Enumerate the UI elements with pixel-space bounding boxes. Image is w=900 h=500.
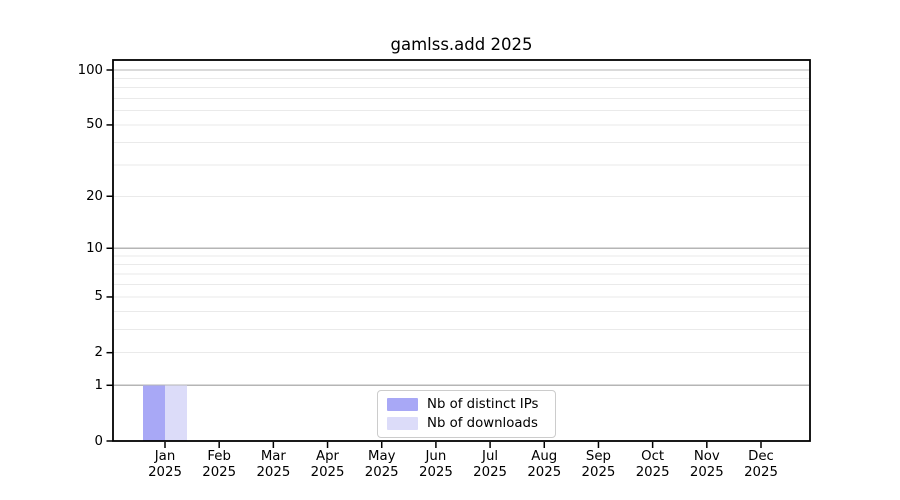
y-tick-label: 50 bbox=[86, 117, 103, 133]
x-tick-month: Nov bbox=[693, 449, 720, 464]
x-tick-month: Sep bbox=[585, 449, 611, 464]
x-tick-month: May bbox=[367, 449, 396, 464]
x-tick-year: 2025 bbox=[689, 465, 724, 480]
x-tick-year: 2025 bbox=[473, 465, 507, 480]
x-tick-month: Jul bbox=[482, 449, 499, 464]
x-tick-year: 2025 bbox=[527, 465, 562, 480]
y-tick-label: 20 bbox=[86, 188, 103, 204]
x-tick-month: Oct bbox=[641, 449, 665, 464]
x-tick-label: Jul 2025 bbox=[459, 449, 521, 481]
x-tick-year: 2025 bbox=[418, 465, 453, 480]
x-tick-label: Feb 2025 bbox=[188, 449, 250, 481]
x-tick-year: 2025 bbox=[256, 465, 291, 480]
legend-entry-distinct-ips: Nb of distinct IPs bbox=[387, 397, 546, 412]
y-tick-label: 0 bbox=[94, 433, 103, 449]
x-tick-month: Mar bbox=[260, 449, 286, 464]
x-tick-label: Mar 2025 bbox=[242, 449, 304, 481]
x-tick-month: Dec bbox=[748, 449, 774, 464]
x-tick-year: 2025 bbox=[202, 465, 237, 480]
y-tick-label: 1 bbox=[94, 377, 103, 393]
plot-border bbox=[112, 59, 811, 442]
y-tick-label: 100 bbox=[77, 62, 103, 78]
legend-entry-downloads: Nb of downloads bbox=[387, 416, 546, 431]
legend-swatch-downloads bbox=[387, 417, 418, 430]
legend-label-distinct-ips: Nb of distinct IPs bbox=[427, 397, 539, 412]
legend-label-downloads: Nb of downloads bbox=[427, 416, 538, 431]
y-tick-label: 2 bbox=[94, 345, 103, 361]
bar-downloads-jan bbox=[165, 385, 187, 441]
x-tick-year: 2025 bbox=[744, 465, 778, 480]
x-tick-label: Jan 2025 bbox=[134, 449, 196, 481]
chart-title: gamlss.add 2025 bbox=[390, 35, 533, 54]
x-tick-month: Aug bbox=[531, 449, 558, 464]
bar-distinct-ips-jan bbox=[143, 385, 165, 441]
x-tick-year: 2025 bbox=[581, 465, 616, 480]
x-tick-month: Jun bbox=[425, 449, 447, 464]
legend: Nb of distinct IPs Nb of downloads bbox=[377, 390, 556, 438]
x-tick-year: 2025 bbox=[635, 465, 670, 480]
x-tick-label: Aug 2025 bbox=[513, 449, 575, 481]
x-tick-label: Jun 2025 bbox=[405, 449, 467, 481]
x-tick-year: 2025 bbox=[310, 465, 345, 480]
x-tick-month: Apr bbox=[316, 449, 340, 464]
y-tick-label: 5 bbox=[94, 289, 103, 305]
x-tick-label: Oct 2025 bbox=[622, 449, 684, 481]
x-tick-label: Nov 2025 bbox=[676, 449, 738, 481]
x-tick-year: 2025 bbox=[364, 465, 399, 480]
x-tick-year: 2025 bbox=[148, 465, 182, 480]
x-tick-month: Jan bbox=[154, 449, 176, 464]
y-tick-label: 10 bbox=[86, 240, 103, 256]
x-tick-label: Sep 2025 bbox=[567, 449, 629, 481]
x-tick-label: Apr 2025 bbox=[297, 449, 359, 481]
x-tick-label: May 2025 bbox=[351, 449, 413, 481]
legend-swatch-distinct-ips bbox=[387, 398, 418, 411]
x-tick-month: Feb bbox=[207, 449, 231, 464]
x-tick-label: Dec 2025 bbox=[730, 449, 792, 481]
